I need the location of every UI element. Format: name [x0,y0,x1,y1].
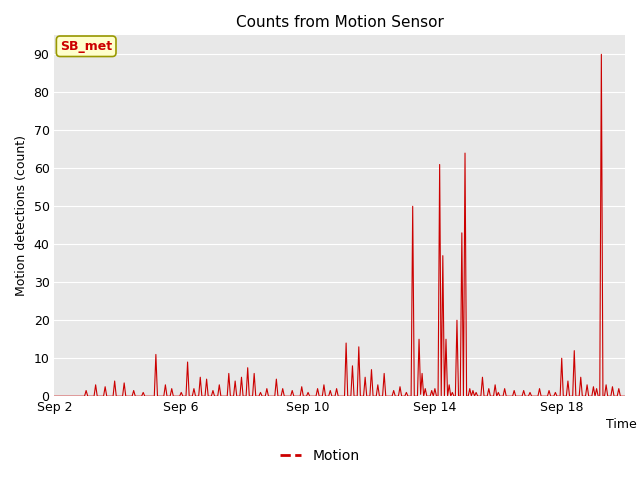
Legend: Motion: Motion [275,443,365,468]
X-axis label: Time: Time [605,418,636,431]
Y-axis label: Motion detections (count): Motion detections (count) [15,135,28,296]
Title: Counts from Motion Sensor: Counts from Motion Sensor [236,15,444,30]
Text: SB_met: SB_met [60,40,112,53]
